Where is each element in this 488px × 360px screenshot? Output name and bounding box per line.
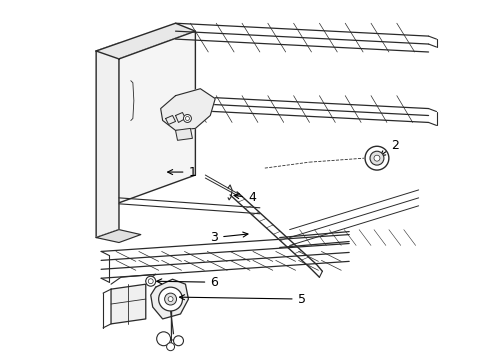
Circle shape xyxy=(145,276,155,286)
Circle shape xyxy=(164,293,176,305)
Text: 4: 4 xyxy=(234,192,255,204)
Circle shape xyxy=(168,297,173,302)
Text: 3: 3 xyxy=(210,231,247,244)
Polygon shape xyxy=(175,129,192,140)
Polygon shape xyxy=(161,89,215,130)
Polygon shape xyxy=(96,23,195,59)
Polygon shape xyxy=(96,230,141,243)
Circle shape xyxy=(166,343,174,351)
Circle shape xyxy=(369,151,383,165)
Polygon shape xyxy=(150,279,188,319)
Text: 5: 5 xyxy=(179,293,305,306)
Circle shape xyxy=(183,114,191,122)
Polygon shape xyxy=(119,31,195,203)
Text: 2: 2 xyxy=(380,139,398,156)
Polygon shape xyxy=(111,284,145,324)
Text: 1: 1 xyxy=(167,166,196,179)
Circle shape xyxy=(365,146,388,170)
Polygon shape xyxy=(96,43,119,238)
Circle shape xyxy=(373,155,379,161)
Circle shape xyxy=(158,287,182,311)
Circle shape xyxy=(173,336,183,346)
Circle shape xyxy=(156,332,170,346)
Text: 6: 6 xyxy=(157,276,218,289)
